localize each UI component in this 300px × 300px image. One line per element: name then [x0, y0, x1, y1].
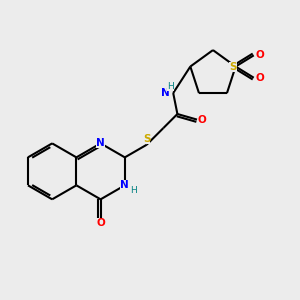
Text: H: H: [167, 82, 174, 91]
Text: O: O: [198, 115, 207, 124]
Text: O: O: [255, 50, 264, 60]
Text: N: N: [96, 138, 105, 148]
Text: S: S: [143, 134, 150, 145]
Text: S: S: [230, 61, 237, 71]
Text: O: O: [96, 218, 105, 228]
Text: O: O: [255, 73, 264, 83]
Text: N: N: [161, 88, 170, 98]
Text: N: N: [121, 180, 129, 190]
Text: H: H: [130, 186, 136, 195]
